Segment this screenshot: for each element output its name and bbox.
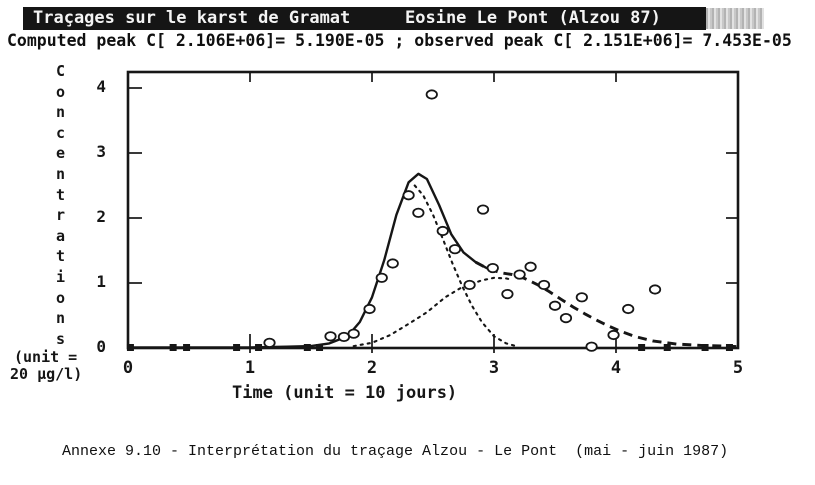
observed-point-marker <box>412 207 425 218</box>
x-tick-label: 5 <box>732 358 744 378</box>
x-tick-label: 0 <box>122 358 134 378</box>
observed-point-marker <box>622 303 635 315</box>
component-1-curve <box>413 184 520 348</box>
computed-total-curve-dashed-tail <box>475 260 739 349</box>
observed-point-marker <box>363 303 376 315</box>
observed-point-marker <box>324 331 337 342</box>
observed-point-marker <box>463 279 476 291</box>
observed-point-marker <box>501 288 514 300</box>
observed-zero-marker <box>183 344 191 351</box>
y-tick-label: 1 <box>96 272 106 291</box>
observed-zero-marker <box>701 344 709 351</box>
component-2-curve <box>352 276 514 348</box>
observed-zero-marker <box>255 344 263 351</box>
observed-point-marker <box>585 341 598 352</box>
observed-point-marker <box>486 262 499 274</box>
observed-point-marker <box>537 279 551 291</box>
observed-zero-marker <box>663 344 671 351</box>
y-axis-label: Concentrations <box>55 62 66 348</box>
observed-point-marker <box>648 284 662 295</box>
observed-zero-marker <box>316 344 324 351</box>
observed-point-marker <box>263 337 276 348</box>
computed-total-curve-solid <box>128 172 489 349</box>
observed-point-marker <box>559 313 573 324</box>
peak-info-line: Computed peak C[ 2.106E+06]= 5.190E-05 ;… <box>7 31 792 50</box>
observed-point-marker <box>476 204 490 215</box>
y-tick-label: 4 <box>96 77 106 96</box>
y-axis-unit-line2: 20 µg/l) <box>10 365 83 383</box>
title-bar: Traçages sur le karst de Gramat Eosine L… <box>23 7 706 30</box>
y-tick-label: 3 <box>96 142 106 161</box>
observed-point-marker <box>337 331 351 343</box>
plot-canvas <box>126 70 740 353</box>
observed-point-marker <box>607 329 620 341</box>
observed-point-marker <box>375 272 388 283</box>
plot-frame <box>126 70 740 350</box>
observed-point-marker <box>347 328 360 339</box>
caption: Annexe 9.10 - Interprétation du traçage … <box>62 443 729 460</box>
y-axis-unit-line1: (unit = <box>14 348 78 366</box>
observed-point-marker <box>425 89 438 100</box>
tracer-chart: Concentrations (unit = 20 µg/l) Time (un… <box>0 58 815 414</box>
observed-point-marker <box>548 300 562 311</box>
observed-point-marker <box>402 190 415 201</box>
observed-point-marker <box>448 244 462 255</box>
x-tick-label: 4 <box>610 358 622 378</box>
observed-zero-marker <box>638 344 646 351</box>
observed-zero-marker <box>233 344 241 351</box>
y-tick-label: 0 <box>96 337 106 356</box>
x-tick-label: 3 <box>488 358 500 378</box>
title-right: Eosine Le Pont (Alzou 87) <box>405 8 661 28</box>
observed-zero-marker <box>303 344 311 351</box>
observed-point-marker <box>575 292 588 303</box>
observed-zero-marker <box>126 344 134 351</box>
title-left: Traçages sur le karst de Gramat <box>33 8 351 28</box>
titlebar-scan-noise <box>706 8 764 29</box>
observed-point-marker <box>436 225 449 237</box>
observed-point-marker <box>513 269 526 280</box>
x-axis-label: Time (unit = 10 jours) <box>232 383 458 403</box>
y-tick-label: 2 <box>96 207 106 226</box>
observed-point-marker <box>524 261 537 272</box>
observed-point-marker <box>386 258 399 269</box>
x-tick-label: 2 <box>366 358 378 378</box>
observed-zero-marker <box>169 344 177 351</box>
x-tick-label: 1 <box>244 358 256 378</box>
observed-zero-marker <box>725 344 733 351</box>
